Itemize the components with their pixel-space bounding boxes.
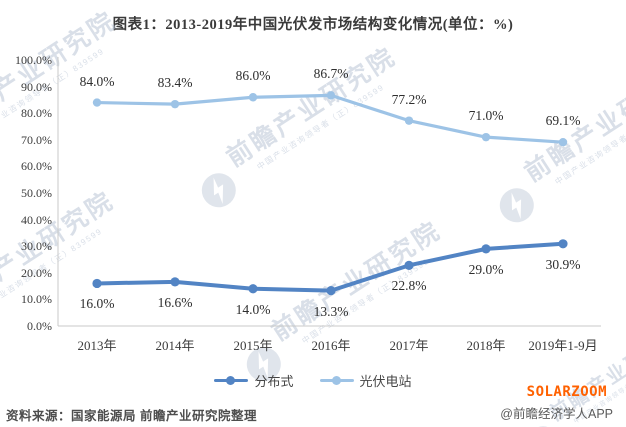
chart-title: 图表1：2013-2019年中国光伏发市场结构变化情况(单位：%) — [112, 17, 514, 33]
data-point-marker — [92, 98, 102, 107]
legend-line-marker-icon — [319, 376, 354, 385]
data-point-label: 84.0% — [79, 73, 115, 89]
y-axis-tick-label: 0.0% — [27, 319, 52, 333]
y-axis-tick-label: 20.0% — [21, 265, 52, 280]
data-point-label: 29.0% — [468, 261, 504, 277]
data-point-marker — [170, 99, 180, 109]
y-axis-tick-label: 90.0% — [21, 79, 52, 94]
y-axis-tick-label: 100.0% — [15, 53, 52, 67]
legend-item: 光伏电站 — [319, 371, 412, 390]
legend-label: 光伏电站 — [359, 374, 412, 389]
data-point-label: 22.8% — [391, 278, 427, 294]
data-point-label: 16.0% — [79, 296, 115, 312]
data-point-marker — [481, 244, 491, 254]
x-axis-tick-label: 2016年 — [311, 338, 351, 353]
y-axis-tick-label: 30.0% — [21, 239, 52, 254]
data-point-label: 86.7% — [313, 66, 349, 82]
data-point-label: 69.1% — [545, 113, 581, 129]
data-point-label: 16.6% — [157, 294, 193, 310]
y-axis-tick-label: 70.0% — [21, 132, 52, 147]
data-point-marker — [326, 286, 336, 296]
brand-solarzoom: SOLARZOOM — [526, 384, 607, 400]
data-point-label: 83.4% — [157, 75, 193, 91]
legend-dot — [331, 376, 341, 385]
data-point-marker — [248, 284, 258, 294]
y-axis-tick-label: 50.0% — [21, 186, 52, 200]
y-axis-tick-label: 10.0% — [21, 292, 52, 307]
data-point-marker — [404, 116, 414, 125]
data-point-label: 30.9% — [545, 256, 581, 272]
data-point-marker — [481, 132, 491, 142]
data-point-marker — [248, 93, 258, 102]
legend-line-marker-icon — [214, 376, 249, 385]
legend-dot — [226, 376, 236, 385]
y-axis-tick-label: 40.0% — [21, 212, 52, 227]
credit-note: @前瞻经济学人APP — [500, 407, 613, 421]
y-axis-tick-label: 60.0% — [21, 159, 52, 174]
data-point-marker — [326, 91, 336, 100]
data-point-label: 86.0% — [235, 68, 271, 84]
data-point-label: 71.0% — [468, 108, 504, 124]
x-axis-tick-label: 2013年 — [77, 338, 117, 353]
data-point-marker — [558, 239, 568, 249]
data-point-label: 14.0% — [235, 301, 271, 317]
data-point-marker — [170, 277, 180, 287]
source-note: 资料来源：国家能源局 前瞻产业研究院整理 — [6, 409, 257, 423]
x-axis-tick-label: 2014年 — [155, 338, 195, 353]
data-point-label: 13.3% — [313, 303, 349, 319]
x-axis-tick-label: 2017年 — [389, 338, 429, 353]
legend-item: 分布式 — [214, 371, 294, 390]
y-axis-tick-label: 80.0% — [21, 106, 52, 121]
x-axis-tick-label: 2018年 — [466, 338, 506, 353]
data-point-label: 77.2% — [391, 91, 427, 107]
data-point-marker — [404, 260, 414, 270]
legend-label: 分布式 — [254, 374, 294, 389]
x-axis-tick-label: 2019年1-9月 — [528, 338, 598, 353]
data-point-marker — [558, 137, 568, 147]
data-point-marker — [92, 278, 102, 289]
